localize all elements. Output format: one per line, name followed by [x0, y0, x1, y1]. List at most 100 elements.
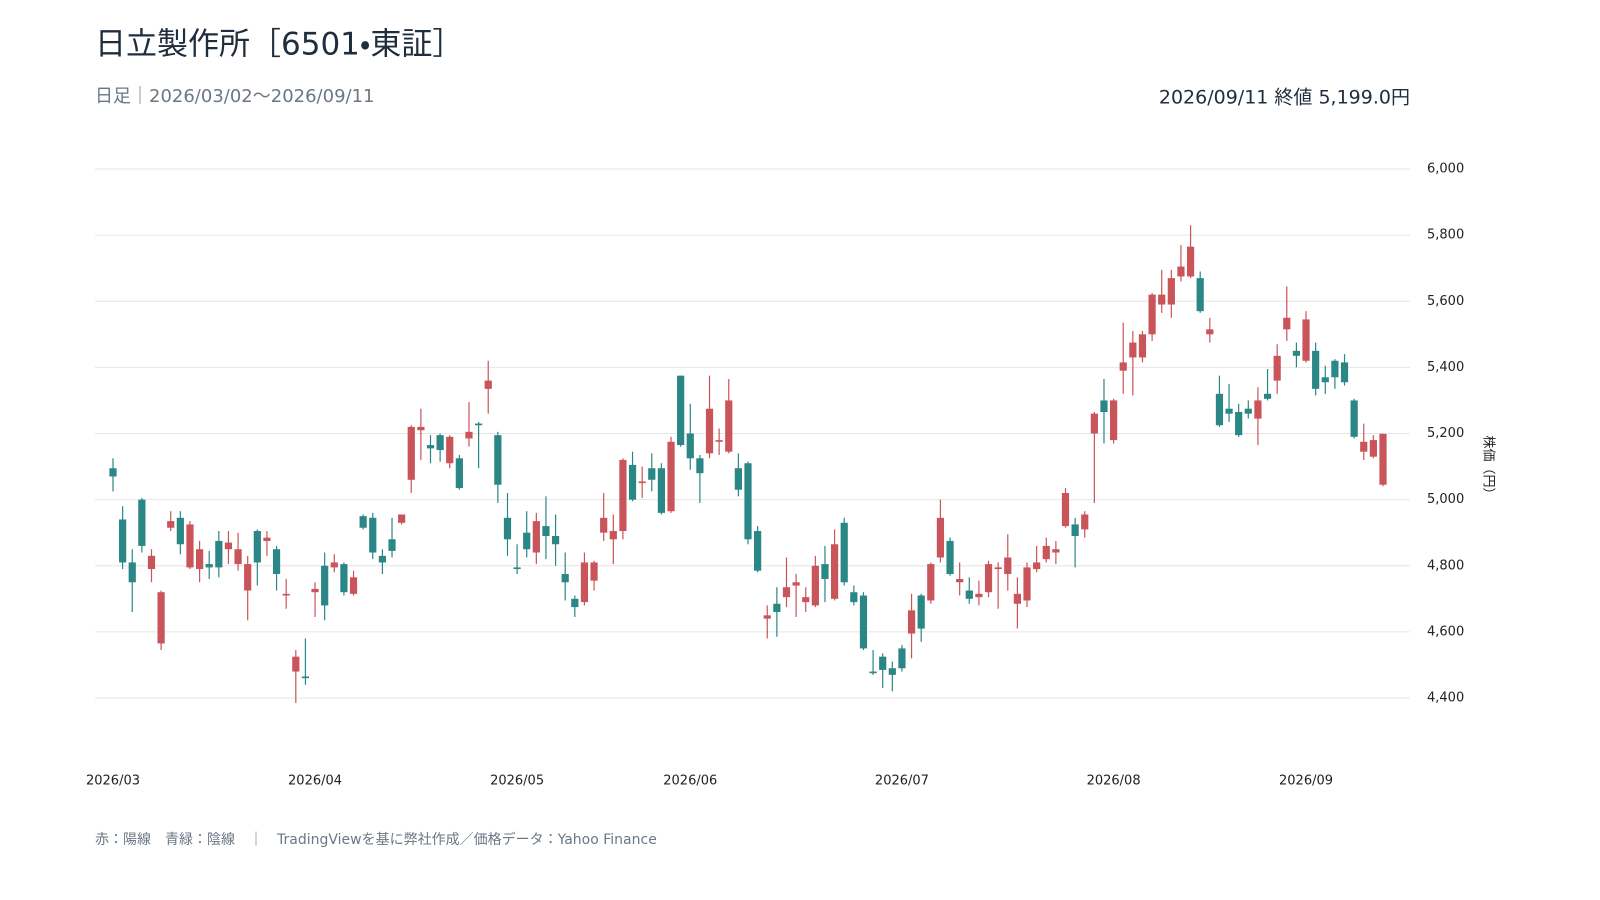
- candle-body: [1071, 524, 1079, 536]
- x-tick-label: 2026/06: [663, 774, 717, 789]
- candle-body: [128, 562, 136, 583]
- candle-body: [311, 588, 319, 593]
- candle-body: [744, 463, 752, 540]
- candle-body: [1225, 408, 1233, 414]
- candle-body: [571, 598, 579, 608]
- x-tick-label: 2026/05: [490, 774, 544, 789]
- candle-body: [975, 593, 983, 598]
- candle-body: [349, 577, 358, 594]
- candle-body: [417, 426, 425, 431]
- candle-body: [792, 582, 800, 586]
- candle-body: [888, 668, 896, 675]
- candle-body: [705, 408, 714, 454]
- candle-body: [484, 380, 492, 389]
- candle-body: [956, 578, 964, 583]
- candle-body: [1110, 400, 1118, 441]
- candle-body: [1312, 350, 1320, 389]
- candle-body: [446, 436, 454, 464]
- candle-body: [465, 431, 473, 439]
- y-tick-label: 4,400: [1427, 691, 1464, 706]
- candle-body: [340, 564, 348, 593]
- candle-body: [282, 593, 290, 596]
- candle-body: [205, 564, 213, 568]
- candle-body: [426, 445, 435, 449]
- candle-body: [1119, 362, 1127, 371]
- candle-body: [1196, 278, 1204, 312]
- candle-body: [1254, 400, 1262, 419]
- chart-title: 日立製作所［6501・東証］: [95, 27, 463, 63]
- candle-body: [1369, 440, 1377, 457]
- candle-body: [850, 592, 858, 603]
- candle-body: [561, 574, 569, 583]
- candle-body: [186, 524, 194, 568]
- candle-body: [879, 656, 887, 670]
- last-close: 2026/09/11 終値 5,199.0円: [1159, 87, 1410, 109]
- y-tick-label: 5,800: [1427, 228, 1464, 243]
- footnote: 赤：陽線 青緑：陰線 ｜ TradingViewを基に弊社作成／価格データ：Ya…: [95, 831, 657, 848]
- candle-body: [936, 517, 945, 558]
- y-tick-label: 5,400: [1427, 360, 1464, 375]
- candle-body: [946, 540, 954, 575]
- candle-body: [167, 521, 175, 528]
- candle-body: [965, 590, 973, 599]
- candle-body: [600, 517, 608, 533]
- candle-body: [830, 544, 839, 599]
- y-tick-label: 6,000: [1427, 162, 1464, 177]
- candle-body: [398, 514, 406, 523]
- candle-body: [734, 468, 742, 490]
- candle-body: [590, 562, 598, 581]
- candle-body: [407, 426, 415, 480]
- candle-body: [503, 517, 512, 540]
- candle-body: [1148, 294, 1156, 335]
- candle-body: [1100, 400, 1108, 413]
- candle-body: [657, 468, 666, 513]
- candle-body: [619, 459, 627, 532]
- candle-body: [648, 468, 656, 480]
- candle-body: [811, 565, 819, 606]
- x-tick-label: 2026/07: [875, 774, 929, 789]
- candle-body: [1023, 567, 1031, 601]
- candle-body: [1129, 342, 1137, 358]
- candle-body: [301, 676, 310, 679]
- candle-body: [436, 435, 444, 451]
- candle-body: [523, 532, 531, 550]
- candle-body: [475, 423, 483, 426]
- candle-body: [1186, 246, 1195, 277]
- candle-body: [927, 564, 935, 601]
- candle-body: [907, 610, 916, 634]
- x-tick-label: 2026/09: [1279, 774, 1333, 789]
- y-tick-label: 4,800: [1427, 558, 1464, 573]
- candle-body: [1292, 350, 1301, 356]
- candle-body: [1052, 549, 1060, 553]
- candle-body: [754, 531, 762, 571]
- y-tick-label: 4,600: [1427, 624, 1464, 639]
- candle-body: [773, 603, 781, 613]
- candle-body: [234, 549, 242, 565]
- candle-body: [677, 375, 685, 446]
- candle-body: [119, 519, 127, 563]
- candle-body: [532, 521, 540, 553]
- candle-body: [984, 564, 993, 593]
- candle-body: [1273, 355, 1281, 381]
- candle-body: [253, 531, 261, 563]
- candle-body: [1283, 317, 1291, 330]
- candle-body: [272, 549, 281, 575]
- chart-subtitle: 日足｜2026/03/02〜2026/09/11: [95, 86, 375, 107]
- candle-body: [696, 458, 704, 474]
- candle-body: [1235, 412, 1243, 436]
- x-tick-label: 2026/08: [1087, 774, 1141, 789]
- candle-body: [215, 540, 223, 568]
- candle-body: [1081, 514, 1089, 530]
- candle-body: [494, 435, 502, 485]
- candle-body: [1379, 433, 1387, 485]
- candle-body: [580, 562, 589, 603]
- candle-body: [321, 565, 329, 606]
- candle-body: [898, 648, 906, 669]
- y-tick-label: 5,000: [1427, 492, 1464, 507]
- candle-body: [1244, 408, 1252, 414]
- candle-body: [455, 458, 463, 489]
- candle-body: [638, 481, 646, 484]
- candle-body: [147, 555, 156, 570]
- candle-body: [292, 656, 300, 672]
